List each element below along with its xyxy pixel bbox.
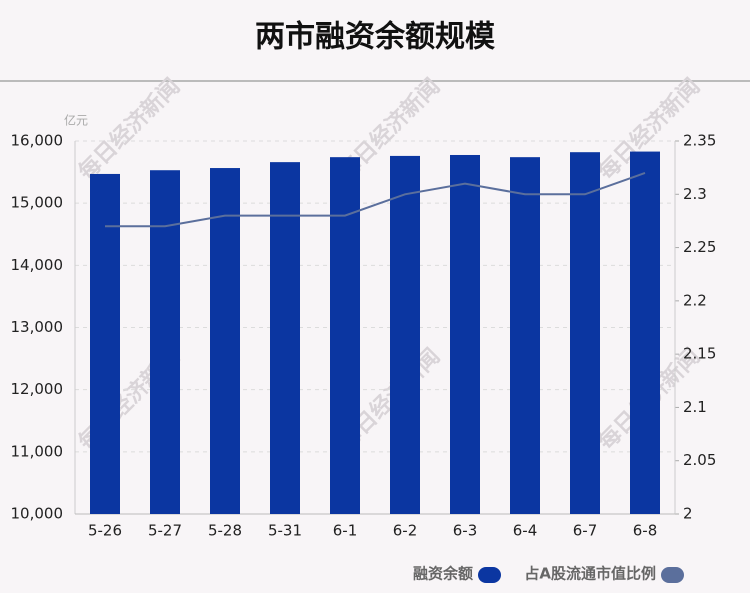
y-tick-label: 11,000 [11, 442, 64, 460]
legend-label: 占A股流通市值比例 [524, 565, 656, 583]
y-tick-label: 12,000 [11, 380, 64, 398]
y2-tick-label: 2 [683, 505, 693, 523]
y2-tick-label: 2.35 [683, 132, 716, 150]
x-tick-label: 6-8 [633, 522, 658, 540]
y2-tick-label: 2.3 [683, 185, 707, 203]
x-tick-label: 6-7 [573, 522, 598, 540]
bar [390, 155, 420, 515]
watermark: 每日经济新闻 [73, 73, 185, 185]
x-tick-label: 5-26 [88, 522, 122, 540]
legend-swatch [478, 567, 501, 583]
bar [270, 162, 300, 515]
y-tick-label: 15,000 [11, 194, 64, 212]
bar [90, 173, 120, 514]
bar [630, 151, 660, 514]
y-tick-label: 14,000 [11, 256, 64, 274]
x-tick-label: 6-4 [513, 522, 538, 540]
y2-tick-label: 2.2 [683, 291, 707, 309]
bar [510, 157, 540, 514]
y2-tick-label: 2.05 [683, 451, 716, 469]
bar [150, 170, 180, 515]
bar [570, 152, 600, 514]
x-tick-label: 5-28 [208, 522, 242, 540]
legend-label: 融资余额 [413, 565, 473, 583]
legend-swatch [661, 567, 684, 583]
y-tick-label: 13,000 [11, 318, 64, 336]
y-tick-label: 16,000 [11, 132, 64, 150]
y2-tick-label: 2.25 [683, 238, 716, 256]
bar [450, 154, 480, 515]
bar [210, 168, 240, 515]
y2-tick-label: 2.15 [683, 345, 716, 363]
x-tick-label: 6-2 [393, 522, 418, 540]
x-tick-label: 5-31 [268, 522, 302, 540]
x-tick-label: 5-27 [148, 522, 182, 540]
y-unit: 亿元 [64, 113, 88, 128]
x-tick-label: 6-1 [333, 522, 358, 540]
y-tick-label: 10,000 [11, 505, 64, 523]
line [105, 172, 646, 228]
x-tick-label: 6-3 [453, 522, 478, 540]
chart-title: 两市融资余额规模 [255, 20, 495, 55]
y2-tick-label: 2.1 [683, 398, 707, 416]
bar [330, 157, 360, 514]
